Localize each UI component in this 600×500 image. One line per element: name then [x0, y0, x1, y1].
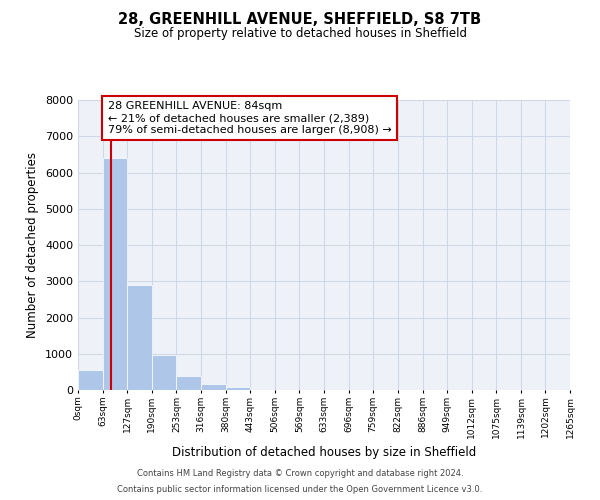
- Text: Size of property relative to detached houses in Sheffield: Size of property relative to detached ho…: [133, 28, 467, 40]
- Bar: [152, 354, 176, 390]
- Bar: [176, 376, 201, 390]
- Bar: [226, 388, 250, 390]
- Text: 28, GREENHILL AVENUE, SHEFFIELD, S8 7TB: 28, GREENHILL AVENUE, SHEFFIELD, S8 7TB: [118, 12, 482, 28]
- Bar: [78, 370, 103, 390]
- X-axis label: Distribution of detached houses by size in Sheffield: Distribution of detached houses by size …: [172, 446, 476, 459]
- Y-axis label: Number of detached properties: Number of detached properties: [26, 152, 40, 338]
- Text: Contains public sector information licensed under the Open Government Licence v3: Contains public sector information licen…: [118, 485, 482, 494]
- Bar: [127, 285, 152, 390]
- Bar: [201, 384, 226, 390]
- Bar: [103, 158, 127, 390]
- Text: 28 GREENHILL AVENUE: 84sqm
← 21% of detached houses are smaller (2,389)
79% of s: 28 GREENHILL AVENUE: 84sqm ← 21% of deta…: [107, 102, 391, 134]
- Text: Contains HM Land Registry data © Crown copyright and database right 2024.: Contains HM Land Registry data © Crown c…: [137, 468, 463, 477]
